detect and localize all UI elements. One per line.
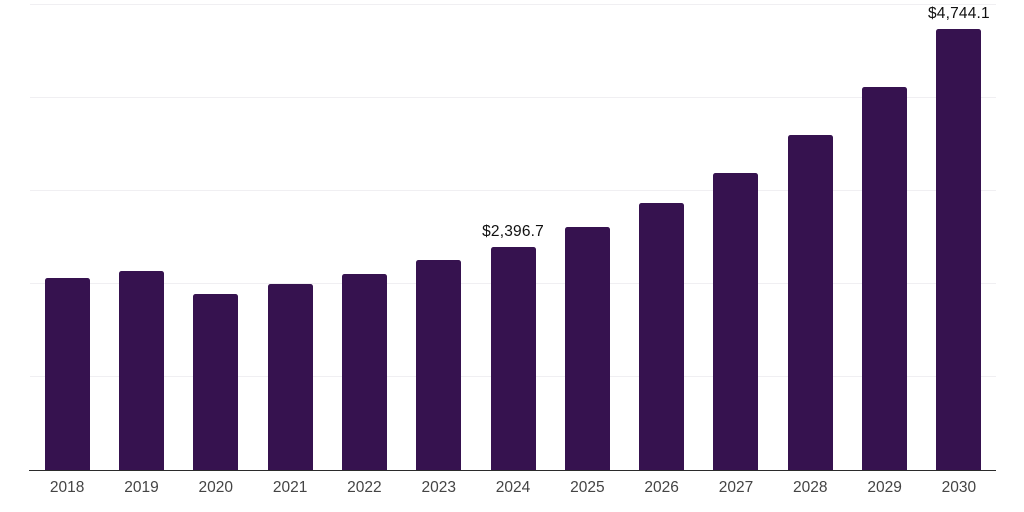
x-tick-label-2030: 2030 bbox=[941, 479, 977, 496]
bar-slot-2018 bbox=[30, 5, 104, 470]
bar-slot-2019 bbox=[104, 5, 178, 470]
bar-slot-2028 bbox=[773, 5, 847, 470]
bar-slot-2021 bbox=[253, 5, 327, 470]
data-label-2030: $4,744.1 bbox=[927, 4, 990, 22]
x-tick-label-2020: 2020 bbox=[198, 479, 234, 496]
x-axis-tick-labels: 2018 2019 2020 2021 2022 2023 2024 2025 2026 2027… bbox=[30, 478, 996, 502]
gridline-4000 bbox=[30, 97, 996, 98]
bar-slot-2020 bbox=[179, 5, 253, 470]
bar-2026 bbox=[639, 202, 685, 470]
bar-2024 bbox=[490, 247, 536, 470]
bar-2027 bbox=[713, 172, 759, 470]
bar-2021 bbox=[267, 284, 313, 470]
bar-slot-2027 bbox=[699, 5, 773, 470]
x-tick-label-2023: 2023 bbox=[421, 479, 456, 496]
bar-2025 bbox=[564, 226, 610, 470]
data-label-2024: $2,396.7 bbox=[482, 223, 544, 241]
x-tick-label-2021: 2021 bbox=[272, 479, 308, 496]
bar-slot-2026 bbox=[625, 5, 699, 470]
x-tick-label-2027: 2027 bbox=[718, 479, 754, 496]
bar-slot-2025 bbox=[550, 5, 624, 470]
bar-2029 bbox=[862, 86, 908, 470]
bar-2022 bbox=[341, 273, 387, 470]
bar-slot-2029 bbox=[847, 5, 921, 470]
x-tick-label-2026: 2026 bbox=[644, 479, 679, 496]
bar-slot-2030: $4,744.1 bbox=[922, 5, 996, 470]
x-tick-label-2022: 2022 bbox=[347, 479, 382, 496]
x-tick-label-2019: 2019 bbox=[124, 479, 159, 496]
gridline-5000 bbox=[30, 4, 996, 5]
x-tick-label-2025: 2025 bbox=[570, 479, 605, 496]
x-axis-line bbox=[29, 469, 996, 471]
bar-2018 bbox=[44, 278, 90, 470]
bar-2019 bbox=[118, 270, 164, 470]
x-tick-label-2028: 2028 bbox=[793, 479, 828, 496]
bar-2030 bbox=[936, 28, 982, 470]
bar-slot-2024: $2,396.7 bbox=[476, 5, 550, 470]
bars-group: $2,396.7 $4,744.1 bbox=[30, 5, 996, 470]
x-tick-label-2029: 2029 bbox=[867, 479, 902, 496]
bar-slot-2023 bbox=[402, 5, 476, 470]
bar-2028 bbox=[787, 135, 833, 470]
gridline-3000 bbox=[30, 190, 996, 191]
x-tick-label-2018: 2018 bbox=[49, 479, 85, 496]
bar-2023 bbox=[416, 259, 462, 470]
x-tick-label-2024: 2024 bbox=[495, 479, 531, 496]
bar-2020 bbox=[193, 294, 239, 470]
plot-area: $2,396.7 $4,744.1 bbox=[29, 4, 996, 471]
bar-slot-2022 bbox=[327, 5, 401, 470]
